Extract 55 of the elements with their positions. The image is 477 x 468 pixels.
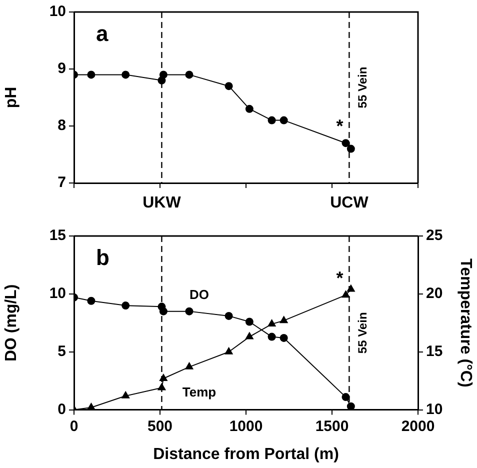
y2-tick-label: 20 — [426, 285, 443, 302]
x-tick-label: 0 — [70, 418, 78, 435]
point — [86, 402, 96, 410]
y2-tick-label: 10 — [426, 400, 443, 418]
point — [224, 312, 233, 320]
point — [280, 116, 288, 124]
y-tick-label: 9 — [58, 60, 66, 78]
point — [185, 307, 194, 316]
y2-axis-title: Temperature (°C) — [456, 258, 474, 388]
y-tick-label: 0 — [58, 400, 66, 418]
point — [341, 290, 350, 298]
point — [245, 332, 254, 340]
point — [280, 316, 288, 324]
y-tick-label: 7 — [58, 174, 66, 192]
point — [185, 70, 194, 79]
point — [342, 139, 350, 148]
annotation: b — [96, 245, 110, 270]
y-tick-label: 5 — [58, 343, 66, 360]
point — [184, 362, 194, 370]
annotation: * — [336, 116, 344, 136]
x-tick-label: 2000 — [401, 418, 435, 435]
y-tick-label: 8 — [58, 117, 66, 134]
point — [268, 116, 276, 124]
point — [342, 393, 350, 402]
point — [280, 334, 288, 342]
point — [245, 318, 254, 326]
y2-tick-label: 15 — [426, 343, 443, 360]
point — [267, 319, 276, 327]
ref-line-label: UKW — [142, 194, 182, 212]
series-label: Temp — [182, 384, 216, 400]
y-axis-title: DO (mg/L) — [3, 284, 20, 362]
y-axis-title: pH — [3, 86, 20, 108]
annotation: 55 Vein — [356, 66, 370, 108]
point — [87, 296, 96, 305]
annotation: a — [96, 21, 109, 46]
annotation: * — [336, 268, 344, 288]
series-label: DO — [189, 286, 209, 302]
point — [224, 346, 234, 354]
point — [122, 302, 130, 310]
x-tick-label: 1000 — [229, 418, 263, 435]
y-tick-label: 10 — [49, 285, 66, 302]
x-tick-label: 1500 — [315, 418, 349, 435]
point — [87, 70, 96, 79]
point — [121, 390, 130, 398]
point — [224, 82, 233, 90]
point — [245, 104, 254, 113]
x-axis-title: Distance from Portal (m) — [153, 446, 339, 463]
y-tick-label: 10 — [49, 3, 66, 20]
point — [268, 332, 276, 341]
x-tick-label: 500 — [147, 418, 173, 435]
y-tick-label: 15 — [49, 227, 66, 244]
point — [122, 70, 130, 79]
ref-line-label: UCW — [330, 194, 370, 212]
ref-line-label: 55 Vein — [356, 312, 370, 354]
y2-tick-label: 25 — [426, 227, 443, 244]
